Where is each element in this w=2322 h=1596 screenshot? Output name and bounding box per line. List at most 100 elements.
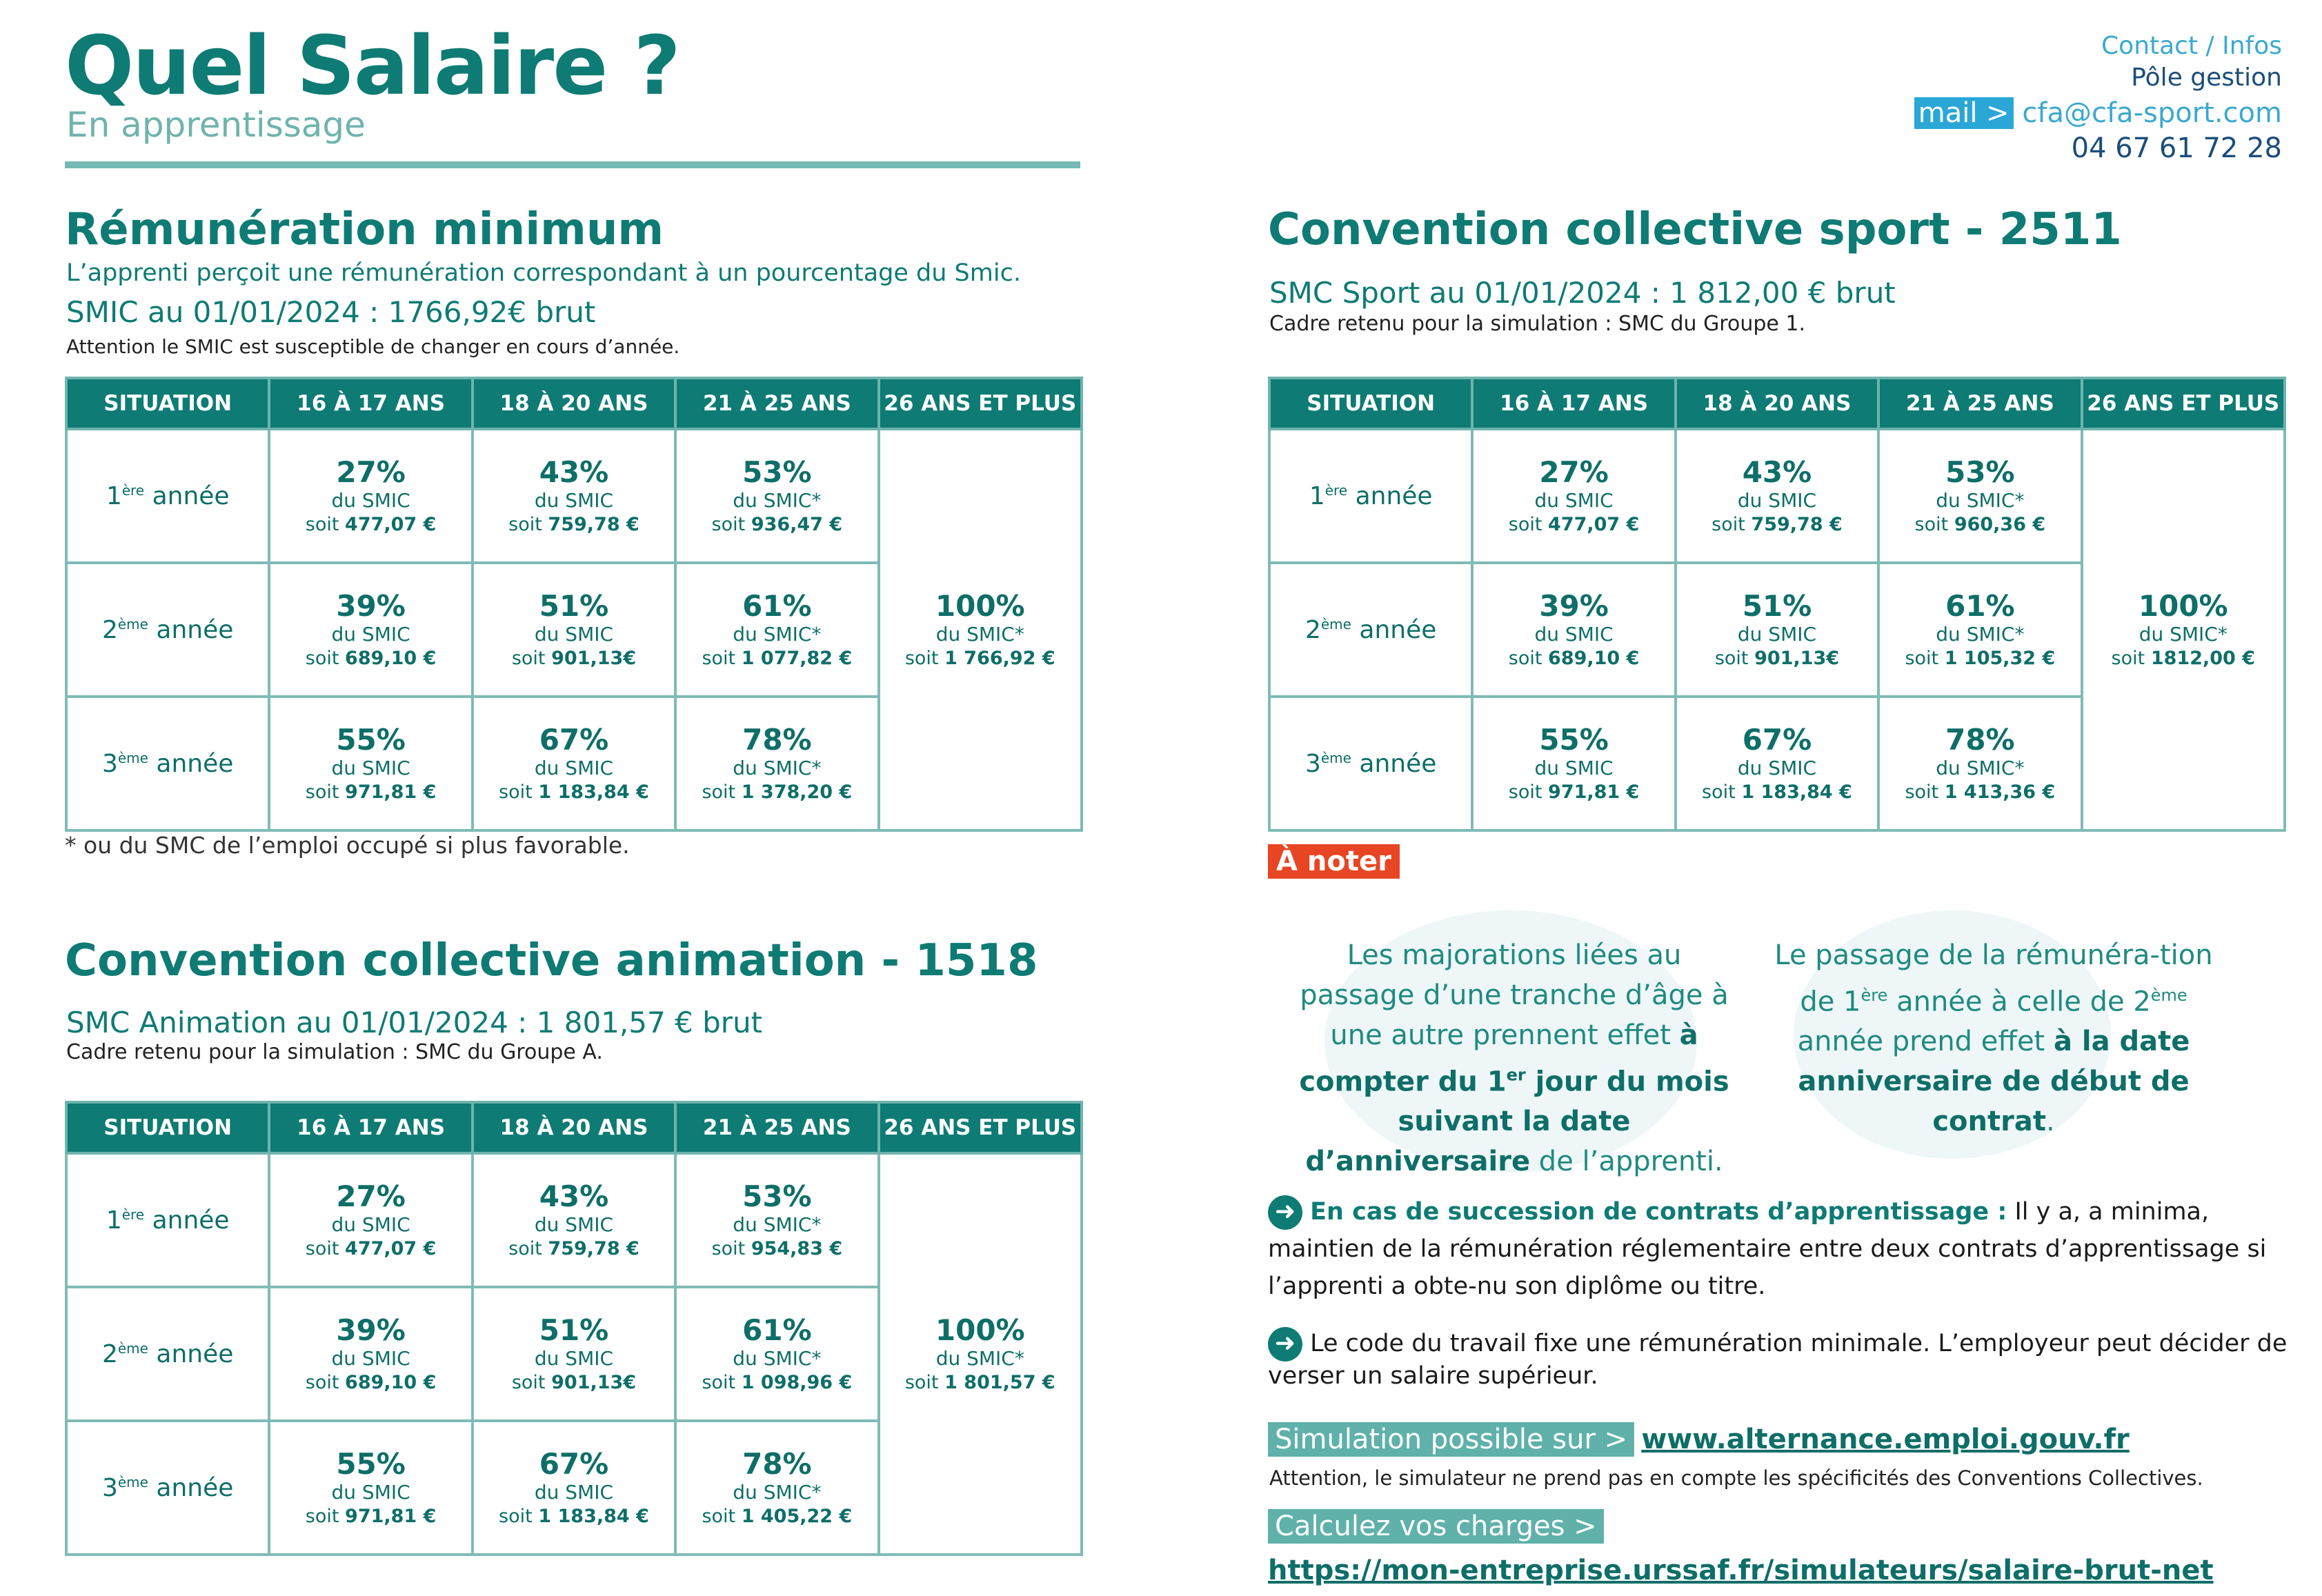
salary-cell-26-plus: 100% du SMIC* soit 1 766,92 € <box>877 428 1084 832</box>
sport-cadre: Cadre retenu pour la simulation : SMC du… <box>1269 312 1806 336</box>
salary-basis: du SMIC <box>1534 756 1614 779</box>
situation-cell: 3ème année <box>64 695 271 832</box>
salary-amount: soit 759,78 € <box>1711 513 1843 535</box>
salary-basis: du SMIC* <box>733 1346 822 1370</box>
salary-percent: 67% <box>539 722 609 757</box>
salary-cell: 39% du SMIC soit 689,10 € <box>1471 561 1677 698</box>
column-header: 21 À 25 ANS <box>674 1101 880 1155</box>
a-noter-badge: À noter <box>1268 844 1400 879</box>
salary-basis: du SMIC <box>534 1346 614 1370</box>
salary-amount: soit 1 183,84 € <box>499 1505 649 1527</box>
salary-basis: du SMIC <box>1737 488 1817 512</box>
column-header: 26 ANS ET PLUS <box>877 377 1084 430</box>
simulation-link[interactable]: www.alternance.emploi.gouv.fr <box>1641 1424 2130 1455</box>
salary-cell-26-plus: 100% du SMIC* soit 1812,00 € <box>2080 428 2287 832</box>
column-header: 21 À 25 ANS <box>674 377 880 430</box>
contact-phone: 04 67 61 72 28 <box>2071 132 2282 164</box>
salary-amount: soit 689,10 € <box>305 647 437 669</box>
salary-cell: 43% du SMIC soit 759,78 € <box>470 1152 677 1288</box>
succession-lead: En cas de succession de contrats d’appre… <box>1310 1198 2007 1226</box>
note-year-change: Le passage de la rémunéra-tion de 1ère a… <box>1773 935 2214 1141</box>
salary-amount: soit 1 183,84 € <box>1702 781 1852 803</box>
min-table: SITUATION 16 À 17 ANS 18 À 20 ANS 21 À 25 A… <box>64 377 1084 832</box>
salary-percent: 53% <box>1945 455 2015 489</box>
column-header: SITUATION <box>64 377 271 430</box>
salary-percent: 55% <box>336 1446 406 1481</box>
note1-bubble <box>1324 910 1697 1173</box>
salary-basis: du SMIC* <box>733 488 822 512</box>
note1-end: de l’apprenti. <box>1530 1146 1723 1178</box>
situation-cell: 3ème année <box>64 1419 271 1556</box>
column-header: 18 À 20 ANS <box>470 1101 677 1155</box>
table-row: 1ère année 27% du SMIC soit 477,07 € 43%… <box>1267 428 2287 832</box>
salary-basis: du SMIC <box>534 1213 614 1236</box>
salary-basis: du SMIC* <box>1936 756 2025 779</box>
anim-cadre: Cadre retenu pour la simulation : SMC du… <box>66 1040 603 1064</box>
situation-cell: 2ème année <box>64 561 271 698</box>
salary-amount: soit 971,81 € <box>305 781 437 803</box>
salary-basis: du SMIC* <box>935 1346 1024 1370</box>
contact-dept: Pôle gestion <box>2131 63 2282 92</box>
column-header: 16 À 17 ANS <box>1471 377 1677 430</box>
salary-cell: 53% du SMIC* soit 954,83 € <box>674 1152 880 1288</box>
note2-text-2: année à celle de 2 <box>1887 986 2151 1018</box>
note2-text-1: Le passage de la rémunéra-tion de 1 <box>1774 939 2213 1018</box>
contact-label: Contact / Infos <box>2101 32 2282 60</box>
salary-percent: 43% <box>1742 455 1812 489</box>
salary-percent: 67% <box>1742 722 1812 757</box>
mail-tag: mail > <box>1914 97 2014 129</box>
note1-bold-2: jour du mois suivant la date d’anniversa… <box>1305 1066 1729 1178</box>
salary-amount: soit 1 405,22 € <box>702 1505 853 1527</box>
table-row: 1ère année 27% du SMIC soit 477,07 € 43%… <box>64 1152 1084 1556</box>
simulation-warning: Attention, le simulateur ne prend pas en… <box>1269 1466 2203 1490</box>
situation-cell: 3ème année <box>1267 695 1474 832</box>
salary-amount: soit 1 077,82 € <box>702 647 853 669</box>
salary-basis: du SMIC <box>331 1213 410 1236</box>
salary-percent: 61% <box>1945 588 2015 623</box>
salary-percent: 51% <box>539 588 609 623</box>
salary-percent: 27% <box>336 1179 406 1213</box>
note-age-bracket: Les majorations liées au passage d’une t… <box>1297 935 1731 1181</box>
table-row: 2ème année 39% du SMIC soit 689,10 € 51%… <box>64 1286 1082 1422</box>
salary-basis: du SMIC <box>1737 756 1817 779</box>
note2-bold: à la date anniversaire de début de contr… <box>1798 1026 2190 1138</box>
title-divider <box>65 161 1080 168</box>
salary-cell: 61% du SMIC* soit 1 098,96 € <box>674 1286 880 1422</box>
contact-email-link[interactable]: cfa@cfa-sport.com <box>2022 97 2282 129</box>
salary-cell: 53% du SMIC* soit 936,47 € <box>674 428 880 564</box>
salary-cell: 55% du SMIC soit 971,81 € <box>1471 695 1677 832</box>
salary-cell: 39% du SMIC soit 689,10 € <box>268 1286 474 1422</box>
salary-basis: du SMIC <box>1534 622 1614 646</box>
situation-cell: 2ème année <box>1267 561 1474 698</box>
salary-basis: du SMIC* <box>2139 622 2227 646</box>
salary-basis: du SMIC* <box>733 1480 822 1504</box>
salary-percent: 78% <box>742 722 812 757</box>
salary-percent: 55% <box>336 722 406 757</box>
salary-amount: soit 477,07 € <box>305 1237 437 1259</box>
sport-smc: SMC Sport au 01/01/2024 : 1 812,00 € bru… <box>1269 276 1896 310</box>
charges-tag: Calculez vos charges > <box>1268 1509 1604 1544</box>
salary-percent: 53% <box>742 455 812 489</box>
salary-percent: 67% <box>539 1446 609 1481</box>
situation-cell: 1ère année <box>1267 428 1474 564</box>
simulation-line: Simulation possible sur > www.alternance… <box>1268 1422 2130 1457</box>
anim-smc: SMC Animation au 01/01/2024 : 1 801,57 €… <box>66 1006 763 1039</box>
salary-percent: 100% <box>2138 588 2228 623</box>
salary-cell: 67% du SMIC soit 1 183,84 € <box>470 695 677 832</box>
table-header-row: SITUATION 16 À 17 ANS 18 À 20 ANS 21 À 25 A… <box>1267 377 2287 430</box>
salary-amount: soit 689,10 € <box>1508 647 1640 669</box>
situation-cell: 2ème année <box>64 1286 271 1422</box>
sport-table: SITUATION 16 À 17 ANS 18 À 20 ANS 21 À 25 A… <box>1267 377 2287 832</box>
min-section-title: Rémunération minimum <box>65 204 664 255</box>
salary-amount: soit 954,83 € <box>711 1237 843 1259</box>
column-header: 16 À 17 ANS <box>268 377 474 430</box>
salary-cell: 27% du SMIC soit 477,07 € <box>268 428 474 564</box>
note1-text: Les majorations liées au passage d’une t… <box>1300 939 1729 1051</box>
note1-bold-1: à compter du 1 <box>1299 1019 1698 1098</box>
salary-cell: 39% du SMIC soit 689,10 € <box>268 561 474 698</box>
salary-amount: soit 759,78 € <box>508 513 639 535</box>
salary-percent: 51% <box>539 1313 609 1347</box>
note2-sup-2: ème <box>2150 986 2187 1005</box>
charges-link[interactable]: https://mon-entreprise.urssaf.fr/simulat… <box>1268 1555 2214 1586</box>
salary-percent: 27% <box>1539 455 1609 489</box>
